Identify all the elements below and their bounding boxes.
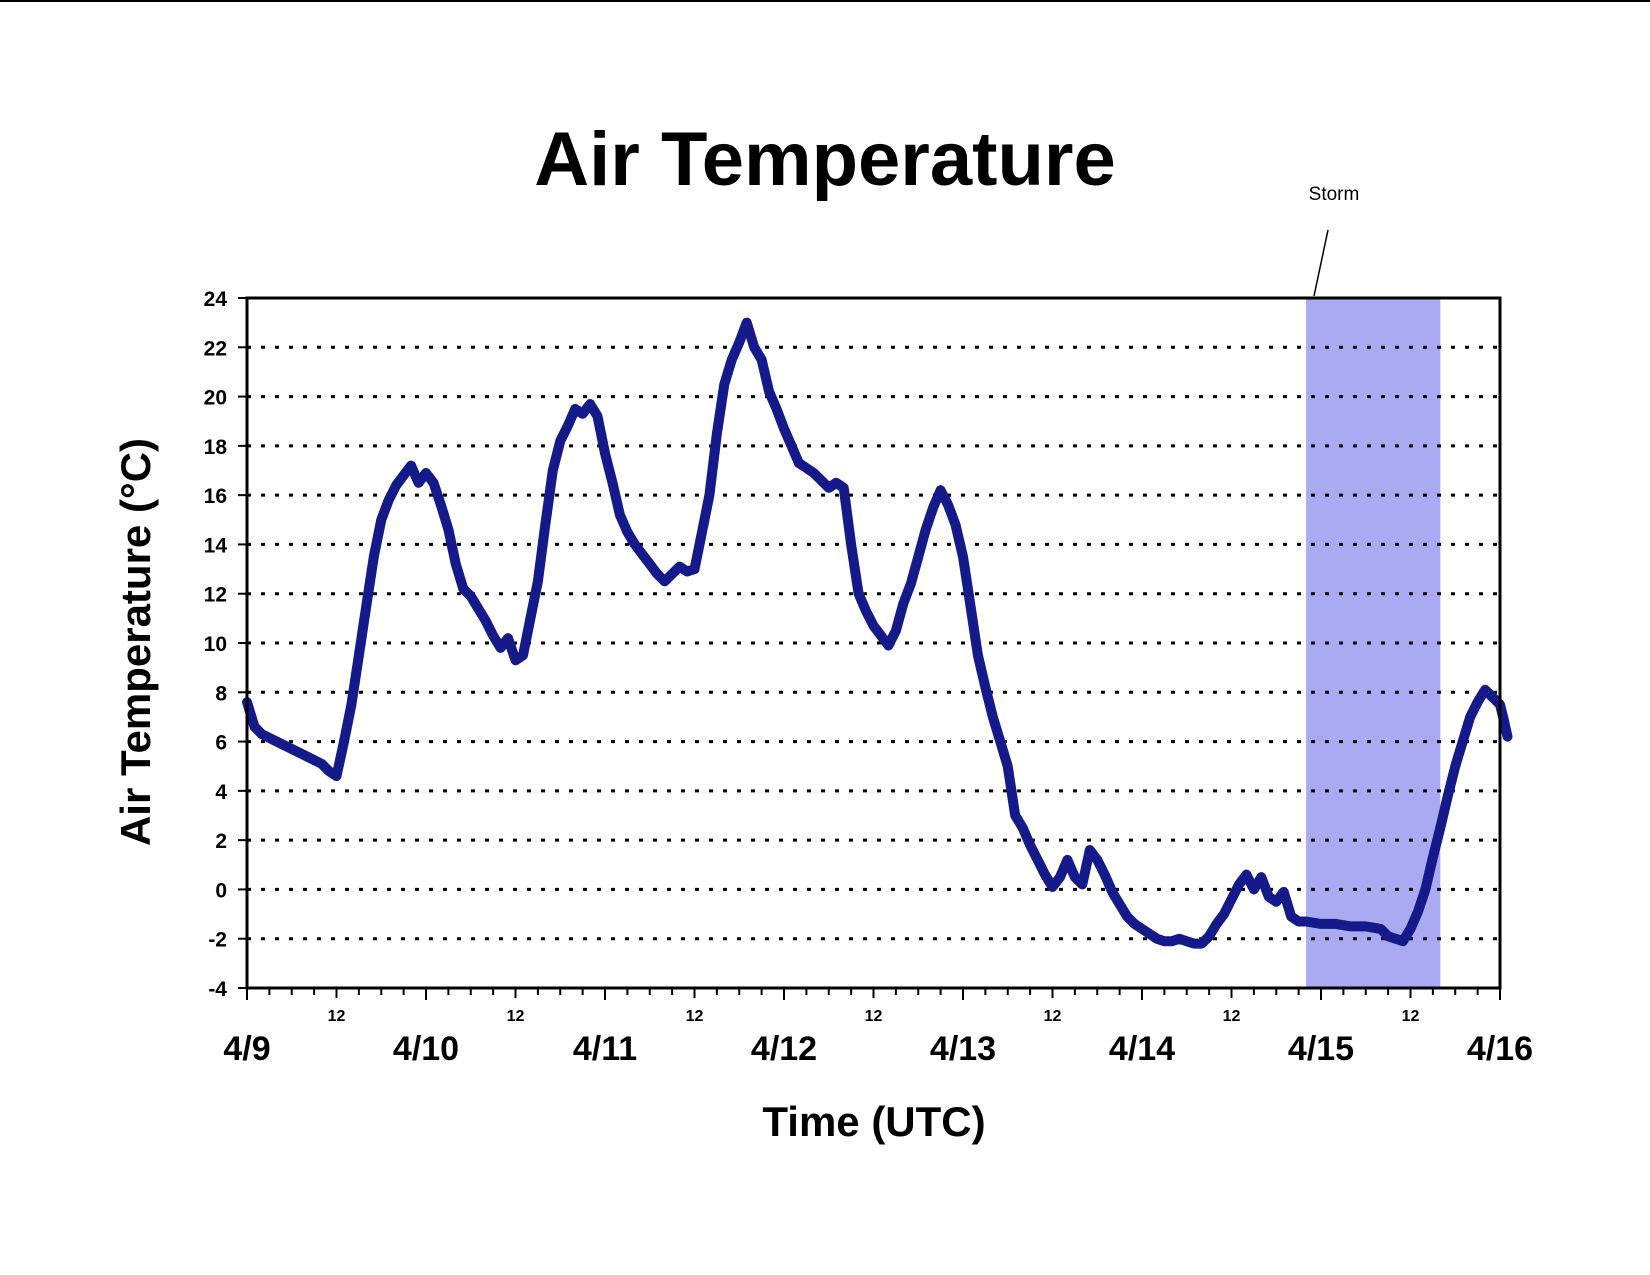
x-tick-label: 4/13 [930, 1030, 996, 1068]
x-minor-tick-label: 12 [1044, 1008, 1062, 1025]
plot-area-frame [245, 296, 1502, 990]
y-tick-label: 6 [215, 732, 227, 755]
y-tick-label: 24 [204, 288, 228, 311]
y-tick-label: 0 [215, 879, 227, 902]
y-tick-label: 16 [204, 485, 227, 508]
y-tick-label: 22 [204, 337, 227, 360]
y-tick-label: -2 [208, 929, 227, 952]
x-minor-tick-label: 12 [507, 1008, 525, 1025]
chart-title: Air Temperature [534, 117, 1115, 202]
y-tick-label: 18 [204, 436, 228, 459]
y-tick-label: 14 [204, 534, 228, 557]
x-tick-label: 4/14 [1109, 1030, 1175, 1068]
x-minor-tick-label: 12 [686, 1008, 704, 1025]
x-axis-title: Time (UTC) [762, 1098, 985, 1145]
y-tick-label: 4 [215, 781, 227, 804]
x-minor-tick-label: 12 [1223, 1008, 1241, 1025]
top-border-line [0, 0, 1650, 2]
y-tick-label: -4 [208, 978, 227, 1001]
x-tick-label: 4/15 [1288, 1030, 1354, 1068]
x-minor-tick-label: 12 [865, 1008, 883, 1025]
y-tick-label: 2 [215, 830, 227, 853]
y-tick-label: 10 [204, 633, 227, 656]
x-tick-label: 4/12 [751, 1030, 817, 1068]
x-tick-label: 4/16 [1467, 1030, 1533, 1068]
storm-annotation-line [1313, 229, 1329, 297]
x-axis-ticks: 4/9 12 4/10 12 4/11 12 4/12 12 4/13 12 4/14 12 4/15 1… [223, 988, 1533, 1068]
x-tick-label: 4/11 [573, 1030, 637, 1068]
series-line-air-temperature [242, 317, 1513, 949]
y-tick-label: 20 [204, 387, 227, 410]
y-tick-label: 8 [215, 682, 227, 705]
storm-annotation: Storm [1309, 184, 1360, 205]
y-tick-label: 12 [204, 584, 227, 607]
x-tick-label: 4/9 [223, 1030, 270, 1068]
x-tick-label: 4/10 [393, 1030, 459, 1068]
x-minor-tick-label: 12 [1402, 1008, 1420, 1025]
x-minor-tick-label: 12 [328, 1008, 346, 1025]
y-axis-title: Air Temperature (°C) [112, 438, 159, 846]
